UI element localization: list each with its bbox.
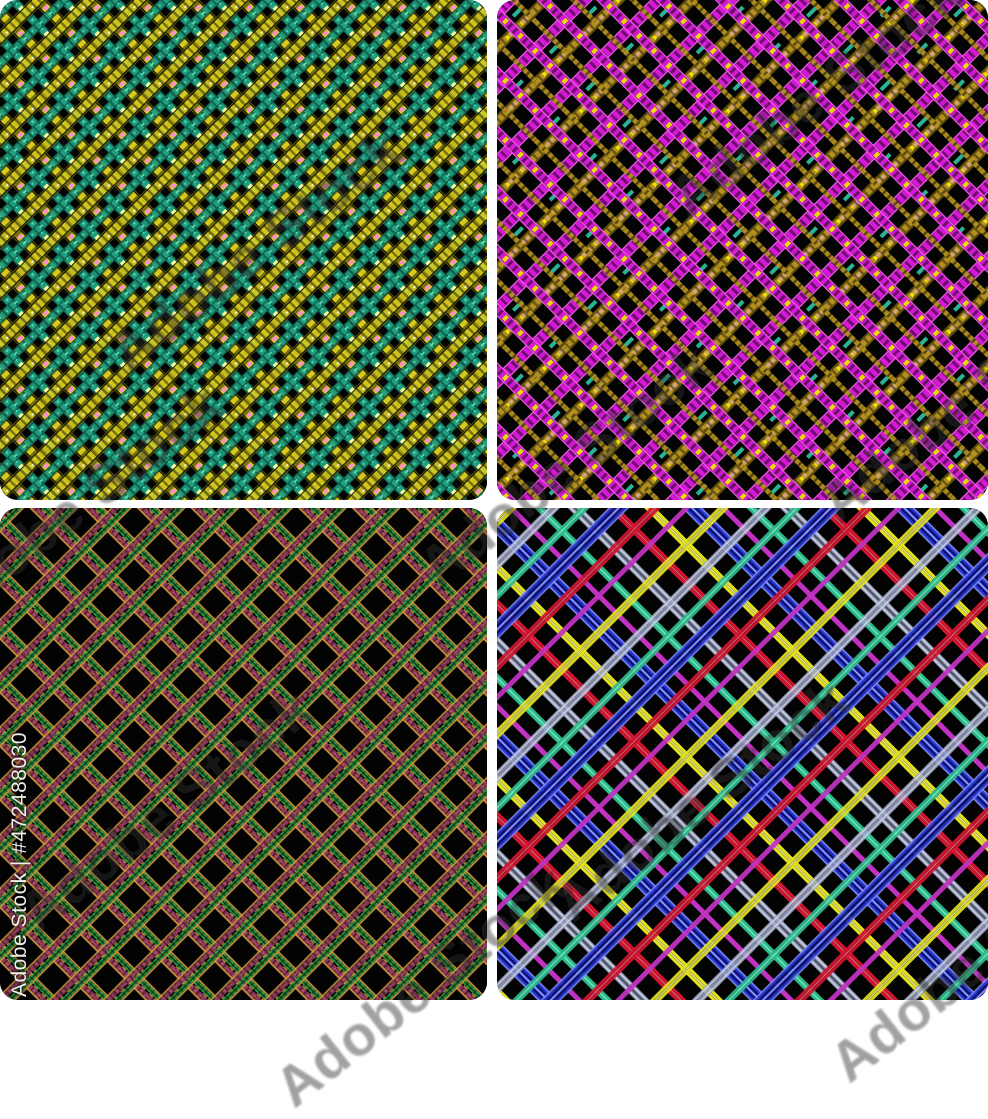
pattern-swatch-green-maroon	[0, 508, 487, 1000]
plaid-pattern-graphic	[497, 0, 988, 500]
plaid-pattern-graphic	[0, 0, 487, 500]
plaid-pattern-graphic	[497, 508, 988, 1000]
plaid-pattern-graphic	[0, 508, 487, 1000]
pattern-swatch-magenta-gold	[497, 0, 988, 500]
stock-id-watermark: Adobe Stock | #472488030	[8, 732, 31, 997]
pattern-swatch-blue-multicolor	[497, 508, 988, 1000]
pattern-swatch-yellow-teal	[0, 0, 487, 500]
